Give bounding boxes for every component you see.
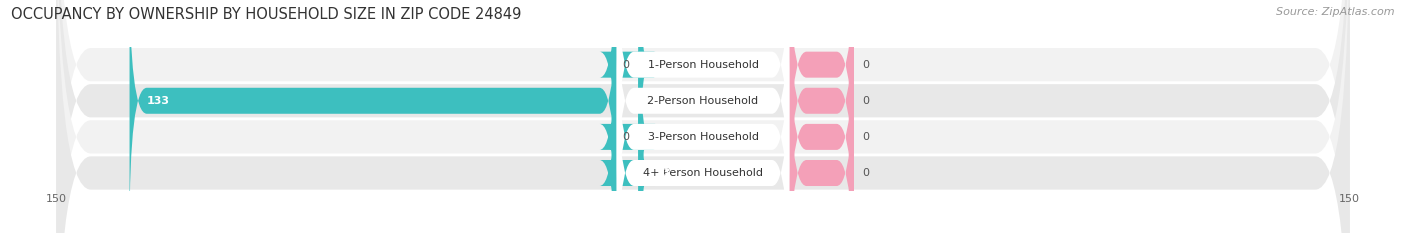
FancyBboxPatch shape [56, 0, 1350, 233]
FancyBboxPatch shape [789, 41, 853, 233]
Text: 0: 0 [623, 60, 630, 70]
FancyBboxPatch shape [617, 0, 789, 232]
Text: 133: 133 [146, 96, 170, 106]
FancyBboxPatch shape [599, 0, 655, 196]
Text: 0: 0 [862, 168, 869, 178]
Text: 1-Person Household: 1-Person Household [648, 60, 758, 70]
Text: 0: 0 [862, 132, 869, 142]
Text: 2-Person Household: 2-Person Household [647, 96, 759, 106]
FancyBboxPatch shape [789, 0, 853, 232]
FancyBboxPatch shape [617, 0, 789, 196]
FancyBboxPatch shape [789, 5, 853, 233]
FancyBboxPatch shape [599, 41, 655, 233]
Text: OCCUPANCY BY OWNERSHIP BY HOUSEHOLD SIZE IN ZIP CODE 24849: OCCUPANCY BY OWNERSHIP BY HOUSEHOLD SIZE… [11, 7, 522, 22]
Text: 0: 0 [623, 132, 630, 142]
FancyBboxPatch shape [617, 5, 789, 233]
FancyBboxPatch shape [617, 41, 789, 233]
FancyBboxPatch shape [56, 0, 1350, 233]
FancyBboxPatch shape [599, 5, 655, 233]
Text: 3-Person Household: 3-Person Household [648, 132, 758, 142]
FancyBboxPatch shape [56, 0, 1350, 233]
Text: 0: 0 [862, 96, 869, 106]
FancyBboxPatch shape [789, 0, 853, 196]
Text: 0: 0 [862, 60, 869, 70]
FancyBboxPatch shape [56, 0, 1350, 233]
Text: Source: ZipAtlas.com: Source: ZipAtlas.com [1277, 7, 1395, 17]
Text: 13: 13 [655, 168, 671, 178]
Text: 4+ Person Household: 4+ Person Household [643, 168, 763, 178]
FancyBboxPatch shape [129, 0, 617, 232]
